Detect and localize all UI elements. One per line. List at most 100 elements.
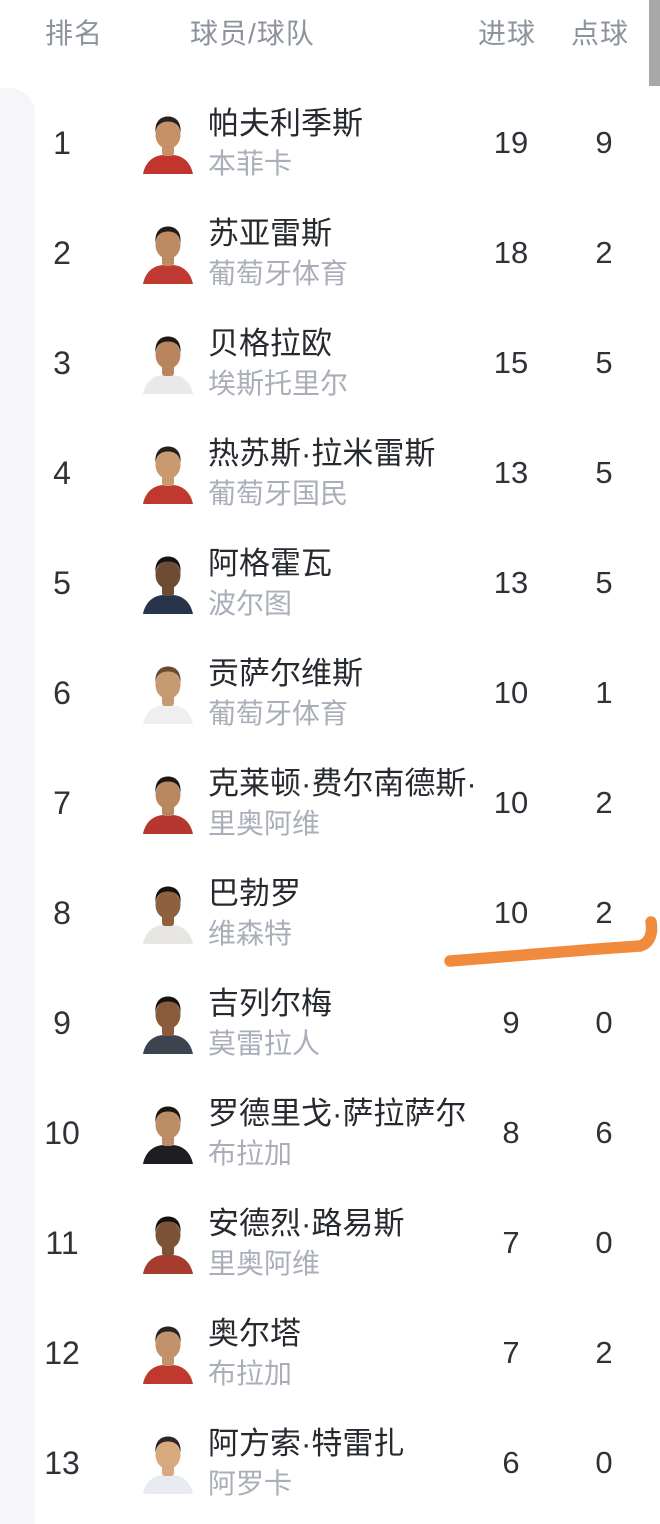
- table-header: 排名 球员/球队 进球 点球: [0, 0, 660, 88]
- goals-cell: 15: [493, 345, 529, 380]
- player-name: 巴勃罗: [208, 876, 301, 911]
- player-team-cell: 贝格拉欧 埃斯托里尔: [208, 325, 476, 401]
- team-name: 布拉加: [208, 1138, 293, 1169]
- player-name: 阿格霍瓦: [208, 546, 332, 581]
- table-row[interactable]: 10 罗德里戈·萨拉萨尔 布拉加 8 6: [0, 1078, 660, 1188]
- player-team-cell: 罗德里戈·萨拉萨尔 布拉加: [208, 1095, 476, 1171]
- penalties-cell: 9: [595, 125, 613, 160]
- avatar-face: [155, 341, 181, 369]
- rank-cell: 13: [44, 1444, 80, 1481]
- penalties-cell: 2: [595, 895, 613, 930]
- avatar-hair: [155, 1326, 181, 1343]
- rank-cell: 5: [53, 564, 71, 601]
- player-avatar: [140, 222, 196, 284]
- rank-cell: 10: [44, 1114, 80, 1151]
- avatar-face: [155, 671, 181, 699]
- avatar-shirt: [143, 704, 193, 724]
- avatar-face: [155, 121, 181, 149]
- avatar-hair: [155, 1436, 181, 1453]
- player-avatar: [140, 1432, 196, 1494]
- player-avatar: [140, 1212, 196, 1274]
- avatar-shirt: [143, 1034, 193, 1054]
- avatar-face: [155, 781, 181, 809]
- player-name: 罗德里戈·萨拉萨尔: [208, 1096, 467, 1131]
- avatar-hair: [155, 1216, 181, 1233]
- penalties-cell: 5: [595, 345, 613, 380]
- player-team-cell: 克莱顿·费尔南德斯·… 里奥阿维: [208, 765, 476, 841]
- table-row[interactable]: 5 阿格霍瓦 波尔图 13 5: [0, 528, 660, 638]
- penalties-cell: 5: [595, 455, 613, 490]
- player-avatar: [140, 1102, 196, 1164]
- avatar-shirt: [143, 1364, 193, 1384]
- header-player-team: 球员/球队: [190, 18, 315, 49]
- header-goals: 进球: [477, 18, 536, 49]
- avatar-hair: [155, 996, 181, 1013]
- avatar-face: [155, 1441, 181, 1469]
- team-name: 里奥阿维: [208, 808, 321, 839]
- table-row[interactable]: 7 克莱顿·费尔南德斯·… 里奥阿维 10 2: [0, 748, 660, 858]
- table-row[interactable]: 9 吉列尔梅 莫雷拉人 9 0: [0, 968, 660, 1078]
- goals-cell: 8: [502, 1115, 520, 1150]
- rank-cell: 6: [53, 674, 71, 711]
- rank-cell: 2: [53, 234, 71, 271]
- team-name: 葡萄牙体育: [208, 698, 349, 729]
- goals-cell: 13: [493, 565, 529, 600]
- avatar-shirt: [143, 264, 193, 284]
- rank-cell: 11: [45, 1224, 79, 1261]
- player-name: 克莱顿·费尔南德斯·…: [208, 766, 476, 801]
- avatar-face: [155, 561, 181, 589]
- avatar-face: [155, 231, 181, 259]
- player-avatar: [140, 552, 196, 614]
- team-name: 葡萄牙国民: [208, 478, 349, 509]
- avatar-shirt: [143, 594, 193, 614]
- penalties-cell: 2: [595, 1335, 613, 1370]
- player-avatar: [140, 1322, 196, 1384]
- goals-cell: 19: [493, 125, 529, 160]
- avatar-hair: [155, 336, 181, 353]
- table-row[interactable]: 1 帕夫利季斯 本菲卡 19 9: [0, 88, 660, 198]
- scrollbar-thumb[interactable]: [649, 0, 660, 86]
- penalties-cell: 2: [595, 785, 613, 820]
- player-team-cell: 吉列尔梅 莫雷拉人: [208, 985, 476, 1061]
- avatar-hair: [155, 556, 181, 573]
- avatar-face: [155, 1001, 181, 1029]
- player-team-cell: 安德烈·路易斯 里奥阿维: [208, 1205, 476, 1281]
- penalties-cell: 6: [595, 1115, 613, 1150]
- avatar-face: [155, 1331, 181, 1359]
- goals-cell: 9: [502, 1005, 520, 1040]
- player-name: 帕夫利季斯: [208, 106, 363, 141]
- penalties-cell: 5: [595, 565, 613, 600]
- player-team-cell: 贡萨尔维斯 葡萄牙体育: [208, 655, 476, 731]
- table-row[interactable]: 4 热苏斯·拉米雷斯 葡萄牙国民 13 5: [0, 418, 660, 528]
- rank-cell: 7: [53, 784, 71, 821]
- player-avatar: [140, 332, 196, 394]
- table-row[interactable]: 3 贝格拉欧 埃斯托里尔 15 5: [0, 308, 660, 418]
- player-name: 苏亚雷斯: [208, 216, 332, 251]
- header-rank: 排名: [45, 18, 104, 49]
- rank-cell: 3: [53, 344, 71, 381]
- player-avatar: [140, 772, 196, 834]
- table-row[interactable]: 8 巴勃罗 维森特 10 2: [0, 858, 660, 968]
- avatar-shirt: [143, 1474, 193, 1494]
- table-row[interactable]: 11 安德烈·路易斯 里奥阿维 7 0: [0, 1188, 660, 1298]
- avatar-face: [155, 891, 181, 919]
- goals-cell: 13: [493, 455, 529, 490]
- penalties-cell: 0: [595, 1005, 613, 1040]
- avatar-hair: [155, 226, 181, 243]
- table-row[interactable]: 6 贡萨尔维斯 葡萄牙体育 10 1: [0, 638, 660, 748]
- avatar-hair: [155, 446, 181, 463]
- player-avatar: [140, 442, 196, 504]
- player-team-cell: 阿格霍瓦 波尔图: [208, 545, 476, 621]
- table-row[interactable]: 12 奥尔塔 布拉加 7 2: [0, 1298, 660, 1408]
- player-avatar: [140, 662, 196, 724]
- avatar-shirt: [143, 154, 193, 174]
- player-team-cell: 阿方索·特雷扎 阿罗卡: [208, 1425, 476, 1501]
- table-row[interactable]: 13 阿方索·特雷扎 阿罗卡 6 0: [0, 1408, 660, 1518]
- avatar-face: [155, 451, 181, 479]
- rank-cell: 4: [53, 454, 71, 491]
- table-row[interactable]: 2 苏亚雷斯 葡萄牙体育 18 2: [0, 198, 660, 308]
- team-name: 维森特: [208, 918, 293, 949]
- rank-cell: 8: [53, 894, 71, 931]
- goals-cell: 6: [502, 1445, 520, 1480]
- player-name: 吉列尔梅: [208, 986, 332, 1021]
